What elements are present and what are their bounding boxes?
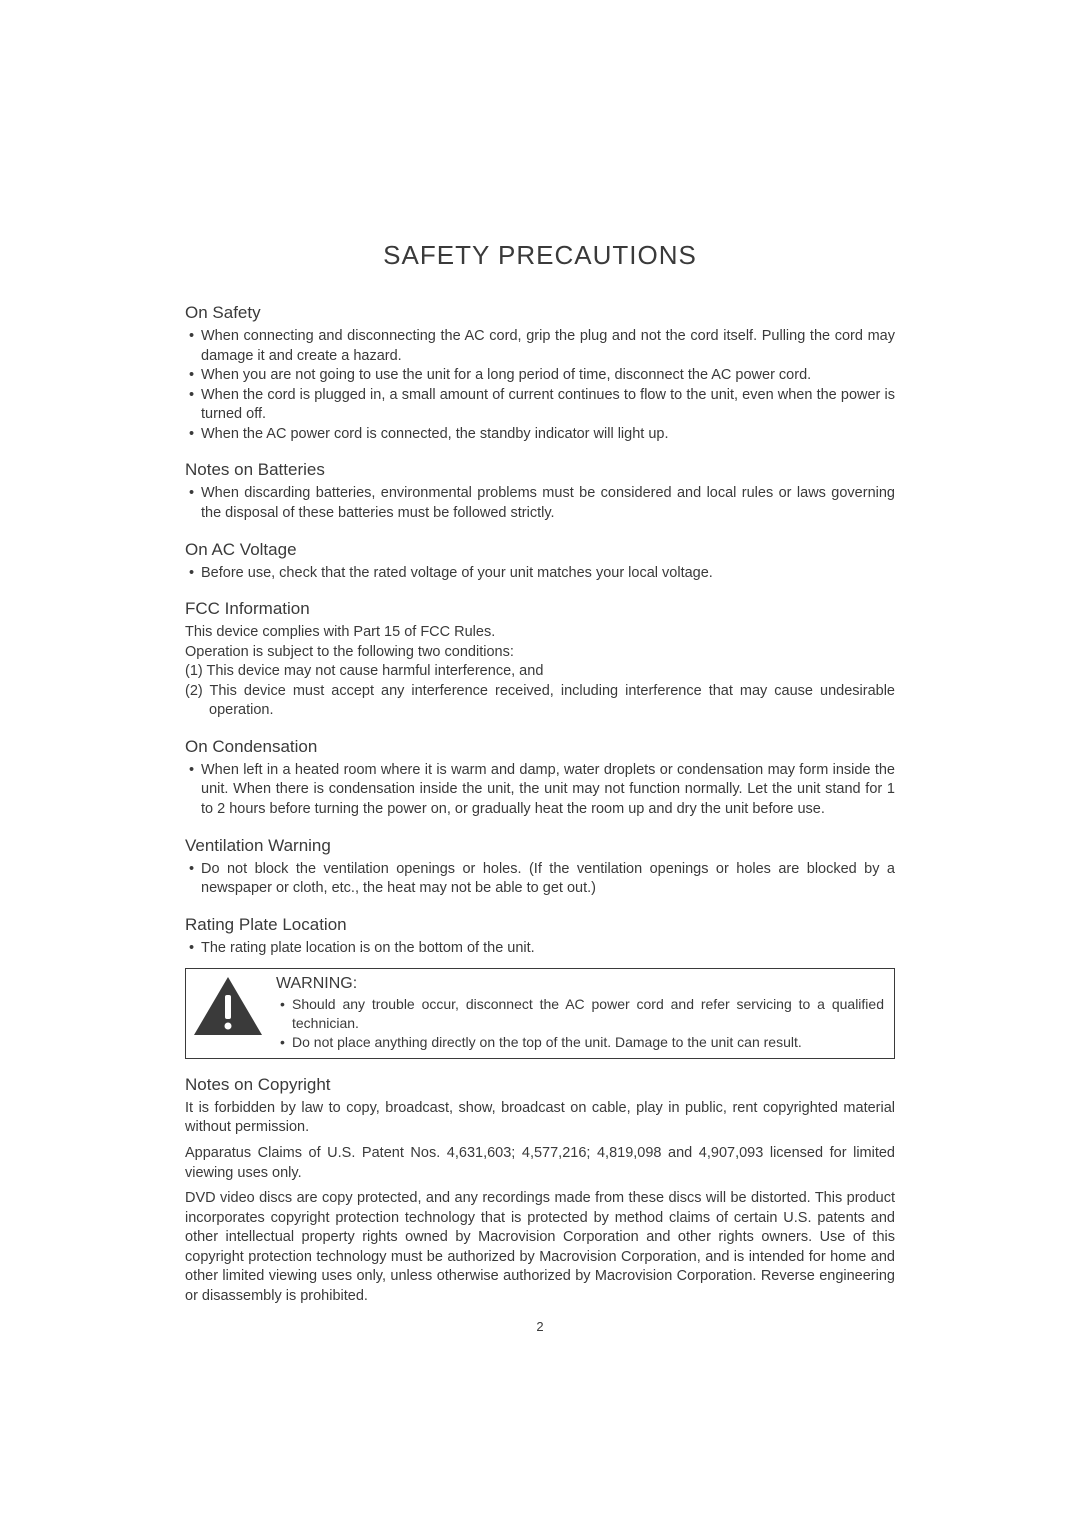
bullet-item: When the cord is plugged in, a small amo… [185, 386, 895, 425]
bullet-item: When discarding batteries, environmental… [185, 484, 895, 523]
fcc-item: (2) This device must accept any interfer… [185, 682, 895, 721]
bullet-item: When connecting and disconnecting the AC… [185, 327, 895, 366]
warning-triangle-icon [192, 975, 264, 1039]
bullet-list: Should any trouble occur, disconnect the… [276, 995, 884, 1052]
bullet-item: Should any trouble occur, disconnect the… [276, 995, 884, 1033]
section-heading-condensation: On Condensation [185, 737, 895, 757]
copyright-paragraph: Apparatus Claims of U.S. Patent Nos. 4,6… [185, 1144, 895, 1183]
bullet-list: Do not block the ventilation openings or… [185, 860, 895, 899]
page-title: SAFETY PRECAUTIONS [185, 240, 895, 271]
page-number: 2 [185, 1319, 895, 1334]
bullet-list: When discarding batteries, environmental… [185, 484, 895, 523]
bullet-list: Before use, check that the rated voltage… [185, 564, 895, 584]
warning-box: WARNING: Should any trouble occur, disco… [185, 968, 895, 1059]
bullet-list: The rating plate location is on the bott… [185, 939, 895, 959]
bullet-item: Do not block the ventilation openings or… [185, 860, 895, 899]
section-heading-fcc: FCC Information [185, 599, 895, 619]
copyright-paragraph: DVD video discs are copy protected, and … [185, 1189, 895, 1306]
page-content: SAFETY PRECAUTIONS On Safety When connec… [0, 0, 1080, 1394]
warning-content: WARNING: Should any trouble occur, disco… [276, 975, 884, 1052]
bullet-item: Do not place anything directly on the to… [276, 1033, 884, 1052]
fcc-item: (1) This device may not cause harmful in… [185, 662, 895, 682]
bullet-list: When connecting and disconnecting the AC… [185, 327, 895, 444]
warning-heading: WARNING: [276, 975, 884, 993]
section-heading-copyright: Notes on Copyright [185, 1075, 895, 1095]
section-heading-safety: On Safety [185, 303, 895, 323]
section-heading-batteries: Notes on Batteries [185, 460, 895, 480]
fcc-intro: This device complies with Part 15 of FCC… [185, 623, 895, 643]
fcc-intro: Operation is subject to the following tw… [185, 643, 895, 663]
copyright-paragraph: It is forbidden by law to copy, broadcas… [185, 1099, 895, 1138]
bullet-item: When you are not going to use the unit f… [185, 366, 895, 386]
bullet-list: When left in a heated room where it is w… [185, 761, 895, 820]
section-heading-ventilation: Ventilation Warning [185, 836, 895, 856]
bullet-item: The rating plate location is on the bott… [185, 939, 895, 959]
section-heading-voltage: On AC Voltage [185, 540, 895, 560]
bullet-item: Before use, check that the rated voltage… [185, 564, 895, 584]
bullet-item: When left in a heated room where it is w… [185, 761, 895, 820]
bullet-item: When the AC power cord is connected, the… [185, 425, 895, 445]
section-heading-rating: Rating Plate Location [185, 915, 895, 935]
